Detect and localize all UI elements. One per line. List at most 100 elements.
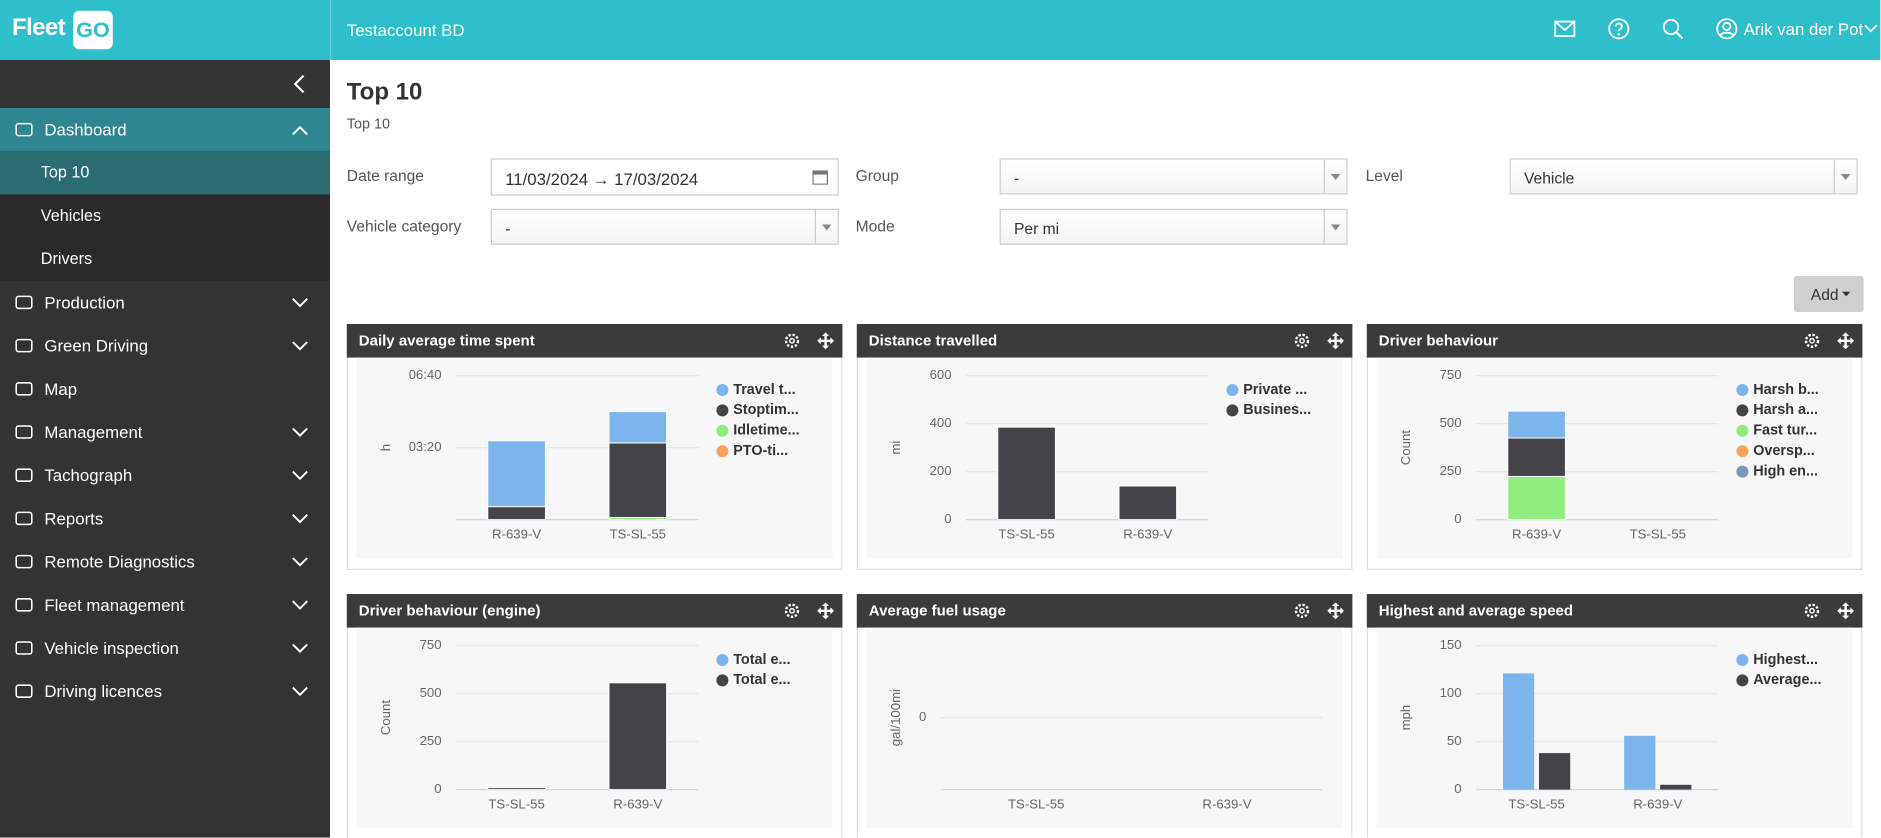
menu-item[interactable]: Remote Diagnostics bbox=[0, 540, 330, 583]
select-input[interactable]: Per mi bbox=[999, 208, 1348, 245]
legend-marker[interactable] bbox=[1736, 404, 1749, 417]
legend-label[interactable]: High en... bbox=[1753, 463, 1818, 479]
collapse-button[interactable] bbox=[293, 74, 307, 94]
legend-label[interactable]: Private ... bbox=[1243, 382, 1307, 398]
icon-shape bbox=[15, 338, 33, 353]
move-icon[interactable] bbox=[1837, 602, 1855, 620]
select-input[interactable]: - bbox=[999, 158, 1348, 195]
menu-item[interactable]: Green Driving bbox=[0, 324, 330, 367]
menu-chevron[interactable] bbox=[292, 686, 309, 697]
legend-label[interactable]: Average... bbox=[1753, 672, 1821, 688]
add-button[interactable]: Add bbox=[1794, 276, 1864, 312]
submenu-item[interactable]: Top 10 bbox=[0, 151, 330, 195]
legend-marker[interactable] bbox=[1736, 384, 1749, 397]
menu-item[interactable]: Production bbox=[0, 281, 330, 324]
menu-item[interactable]: Vehicle inspection bbox=[0, 626, 330, 669]
legend-marker[interactable] bbox=[1736, 445, 1749, 458]
menu-item[interactable]: Driving licences bbox=[0, 670, 330, 713]
legend-label[interactable]: Harsh a... bbox=[1753, 402, 1818, 418]
legend-label[interactable]: Harsh b... bbox=[1753, 382, 1819, 398]
legend-label[interactable]: Stoptim... bbox=[733, 402, 799, 418]
menu-item[interactable]: Management bbox=[0, 410, 330, 453]
legend-marker[interactable] bbox=[1736, 424, 1749, 437]
settings-icon[interactable] bbox=[784, 602, 801, 619]
legend-marker[interactable] bbox=[716, 404, 729, 417]
search-icon[interactable] bbox=[1661, 17, 1685, 41]
menu-label: Management bbox=[44, 422, 143, 442]
menu-chevron[interactable] bbox=[292, 427, 309, 438]
select-input[interactable]: Vehicle bbox=[1509, 158, 1858, 195]
menu-chevron[interactable] bbox=[292, 557, 309, 568]
settings-icon[interactable] bbox=[1294, 332, 1311, 349]
legend-marker[interactable] bbox=[716, 384, 729, 397]
legend-marker[interactable] bbox=[1226, 384, 1239, 397]
x-tick-label: R-639-V bbox=[613, 797, 662, 812]
menu-chevron[interactable] bbox=[292, 600, 309, 611]
legend-label[interactable]: Highest... bbox=[1753, 652, 1818, 668]
legend-marker[interactable] bbox=[1736, 465, 1749, 478]
menu-chevron[interactable] bbox=[292, 514, 309, 525]
mail-icon[interactable] bbox=[1553, 17, 1577, 41]
move-icon[interactable] bbox=[1327, 332, 1344, 350]
sidebar: Dashboard Top 10 Vehicles Drivers Production… bbox=[0, 60, 330, 838]
settings-icon[interactable] bbox=[784, 332, 801, 349]
chevron-shape bbox=[292, 470, 308, 481]
icon-shape bbox=[813, 171, 828, 175]
logo-badge[interactable]: GO bbox=[73, 10, 113, 50]
legend-label[interactable]: Travel t... bbox=[733, 382, 795, 398]
menu-item[interactable]: Reports bbox=[0, 497, 330, 540]
menu-chevron[interactable] bbox=[292, 298, 309, 309]
legend-label[interactable]: PTO-ti... bbox=[733, 443, 788, 459]
move-icon[interactable] bbox=[1327, 602, 1344, 620]
arrow-shape bbox=[1330, 224, 1341, 231]
menu-item[interactable]: Map bbox=[0, 367, 330, 410]
legend-label[interactable]: Idletime... bbox=[733, 423, 799, 439]
legend-label[interactable]: Fast tur... bbox=[1753, 423, 1817, 439]
user-icon[interactable] bbox=[1715, 17, 1739, 41]
legend-marker[interactable] bbox=[716, 424, 729, 437]
chart: 0 250 500 750 Count TS-SL-55 R-639-V Total e...… bbox=[356, 627, 833, 829]
menu-label: Vehicle inspection bbox=[44, 638, 179, 658]
bar bbox=[487, 506, 546, 521]
legend-marker[interactable] bbox=[716, 654, 729, 666]
legend-marker[interactable] bbox=[1736, 654, 1749, 666]
legend-label[interactable]: Busines... bbox=[1243, 402, 1311, 418]
menu-chevron[interactable] bbox=[292, 470, 309, 481]
menu-chevron[interactable] bbox=[292, 125, 309, 136]
legend-label[interactable]: Oversp... bbox=[1753, 443, 1815, 459]
help-icon[interactable] bbox=[1607, 17, 1631, 41]
bar bbox=[608, 682, 668, 791]
menu-item[interactable]: Tachograph bbox=[0, 454, 330, 497]
legend-marker[interactable] bbox=[716, 674, 729, 687]
logo[interactable]: Fleet bbox=[12, 14, 66, 41]
calendar-icon bbox=[812, 170, 829, 185]
date-input[interactable]: 11/03/2024 → 17/03/2024 bbox=[490, 158, 839, 196]
move-icon[interactable] bbox=[1837, 332, 1855, 350]
user-chevron[interactable] bbox=[1864, 24, 1878, 34]
dropdown-arrow bbox=[1323, 159, 1347, 194]
move-icon[interactable] bbox=[817, 602, 835, 620]
legend-label[interactable]: Total e... bbox=[733, 652, 790, 668]
chart-background bbox=[1376, 357, 1853, 558]
legend-marker[interactable] bbox=[716, 445, 729, 458]
menu-chevron[interactable] bbox=[292, 341, 309, 352]
chevron-shape bbox=[292, 341, 308, 351]
menu-icon bbox=[15, 468, 33, 482]
submenu-item[interactable]: Vehicles bbox=[0, 194, 330, 238]
submenu-item[interactable]: Drivers bbox=[0, 237, 330, 281]
user-name[interactable]: Arik van der Pot bbox=[1743, 19, 1864, 39]
bar bbox=[997, 426, 1056, 521]
settings-icon[interactable] bbox=[1294, 602, 1311, 619]
separator bbox=[330, 0, 332, 61]
menu-item[interactable]: Dashboard bbox=[0, 108, 330, 152]
move-icon[interactable] bbox=[817, 332, 835, 350]
settings-icon[interactable] bbox=[1804, 332, 1821, 349]
menu-item[interactable]: Fleet management bbox=[0, 583, 330, 626]
legend-marker[interactable] bbox=[1736, 674, 1749, 687]
legend-marker[interactable] bbox=[1226, 404, 1239, 417]
legend-label[interactable]: Total e... bbox=[733, 672, 790, 688]
menu-chevron[interactable] bbox=[292, 643, 309, 654]
y-tick-label: 600 bbox=[930, 367, 952, 382]
select-input[interactable]: - bbox=[490, 208, 839, 245]
settings-icon[interactable] bbox=[1804, 602, 1821, 619]
